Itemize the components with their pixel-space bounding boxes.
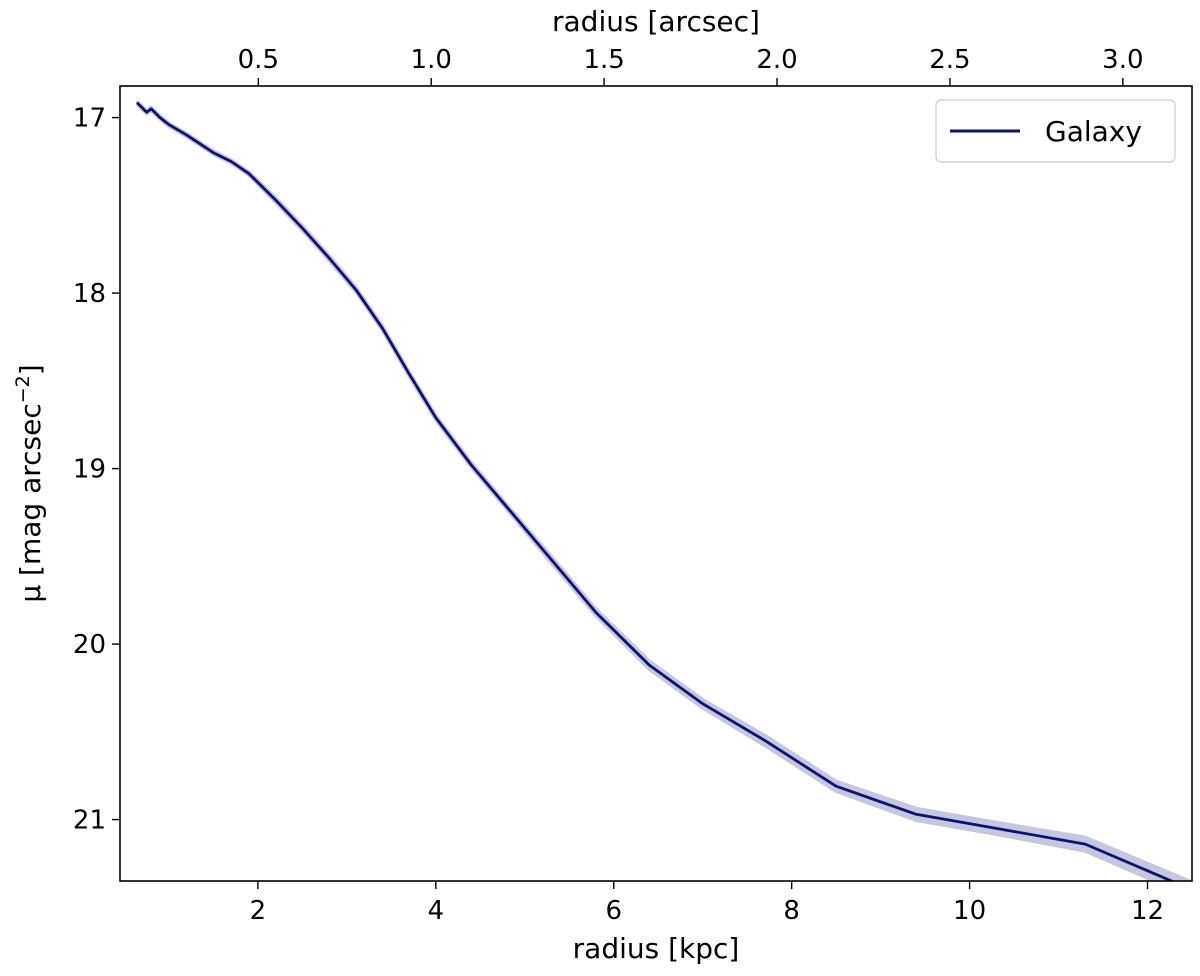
x-tick-label: 6 — [605, 896, 622, 926]
ticks-layer: 2 4 6 8 10 12 17 18 19 20 21 0.5 1.0 1.5 2.0 2.5 3.0 — [73, 45, 1164, 926]
y-axis-label-close: ] — [14, 364, 47, 375]
series-line-layer — [136, 102, 1175, 881]
x-tick-label: 10 — [953, 896, 986, 926]
error-band-layer — [136, 100, 1192, 881]
y-tick-label: 21 — [73, 806, 106, 836]
series-line — [136, 102, 1175, 881]
y-tick-label: 18 — [73, 279, 106, 309]
y-axis-label-superscript: −2 — [12, 375, 34, 403]
top-x-tick-label: 2.5 — [929, 45, 970, 75]
legend: Galaxy — [935, 99, 1176, 163]
y-tick-label: 19 — [73, 455, 106, 485]
legend-box — [935, 99, 1176, 163]
top-x-tick-label: 0.5 — [238, 45, 279, 75]
top-x-axis-label: radius [arcsec] — [552, 5, 760, 38]
y-tick-label: 20 — [73, 630, 106, 660]
top-x-tick-label: 1.5 — [583, 45, 624, 75]
y-tick-label: 17 — [73, 104, 106, 134]
x-tick-label: 2 — [250, 896, 267, 926]
top-x-tick-label: 3.0 — [1102, 45, 1143, 75]
x-tick-label: 8 — [783, 896, 800, 926]
x-axis-label: radius [kpc] — [573, 932, 740, 965]
legend-label: Galaxy — [1045, 115, 1142, 148]
x-tick-label: 12 — [1131, 896, 1164, 926]
x-tick-label: 4 — [428, 896, 445, 926]
y-axis-label: μ [mag arcsec−2] — [12, 364, 47, 602]
top-x-tick-label: 1.0 — [411, 45, 452, 75]
y-axis-label-main: μ [mag arcsec — [14, 403, 47, 602]
error-band — [136, 100, 1192, 881]
plot-frame — [119, 85, 1193, 882]
top-x-tick-label: 2.0 — [756, 45, 797, 75]
